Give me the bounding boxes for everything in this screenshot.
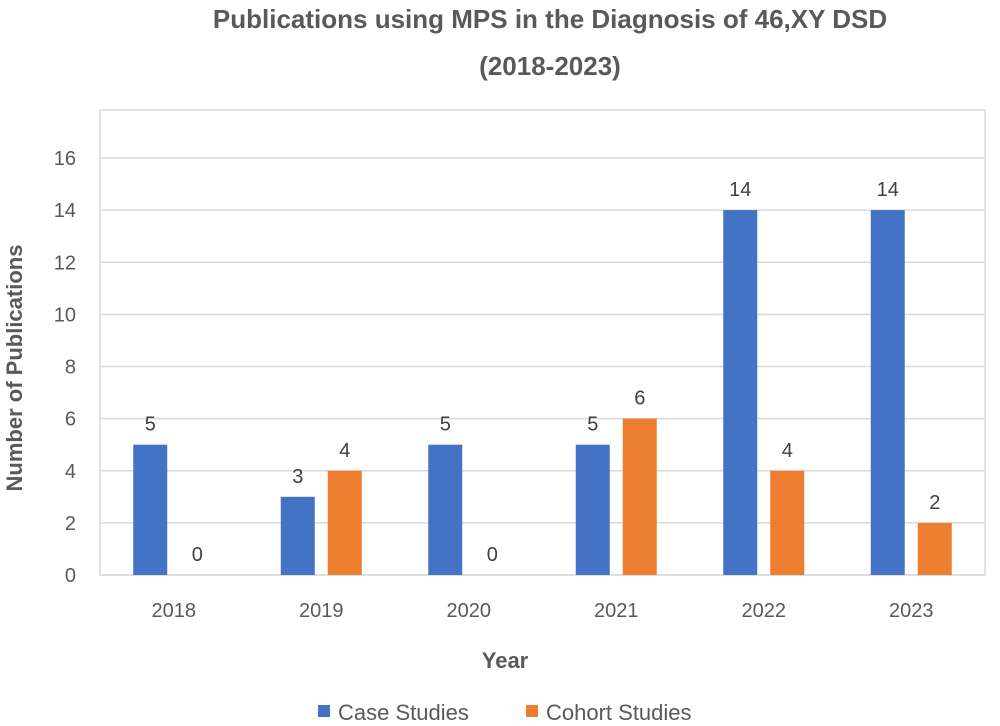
y-axis-title: Number of Publications [2,245,27,492]
bar-case-studies [575,444,610,575]
chart-title: Publications using MPS in the Diagnosis … [213,4,887,34]
data-label: 5 [440,414,451,436]
bar-case-studies [723,210,758,575]
y-tick-label: 16 [54,148,76,170]
data-label: 0 [487,544,498,566]
bars [133,210,952,575]
x-tick-label: 2019 [299,600,344,622]
y-tick-label: 6 [65,409,76,431]
y-tick-label: 4 [65,461,76,483]
y-tick-label: 12 [54,252,76,274]
x-axis-title: Year [482,648,529,673]
y-tick-label: 8 [65,357,76,379]
data-label: 6 [634,388,645,410]
x-tick-label: 2022 [742,600,787,622]
y-tick-label: 10 [54,304,76,326]
x-tick-label: 2021 [594,600,639,622]
data-label: 0 [192,544,203,566]
data-label: 14 [877,179,899,201]
bar-case-studies [133,444,168,575]
data-label: 4 [782,440,793,462]
bar-cohort-studies [622,418,657,575]
y-tick-label: 14 [54,200,76,222]
y-tick-labels: 0 2 4 6 8 10 12 14 16 [54,148,76,587]
legend: Case Studies Cohort Studies [318,700,692,725]
data-label: 2 [929,492,940,514]
bar-case-studies [428,444,463,575]
data-label: 4 [339,440,350,462]
x-tick-label: 2018 [152,600,197,622]
x-tick-labels: 2018 2019 2020 2021 2022 2023 [152,600,934,622]
plot-area [99,109,986,576]
legend-swatch [318,705,330,717]
legend-label: Case Studies [338,700,469,725]
data-labels: 5 0 3 4 5 0 5 6 14 4 14 2 [145,179,941,566]
bar-cohort-studies [917,522,952,575]
y-tick-label: 2 [65,513,76,535]
data-label: 3 [292,466,303,488]
gridlines [100,157,985,576]
x-tick-label: 2020 [447,600,492,622]
chart-subtitle: (2018-2023) [479,51,621,81]
x-tick-label: 2023 [889,600,934,622]
bar-case-studies [870,210,905,575]
data-label: 14 [729,179,751,201]
y-tick-label: 0 [65,565,76,587]
data-label: 5 [145,414,156,436]
data-label: 5 [587,414,598,436]
bar-case-studies [280,496,315,575]
legend-swatch [526,705,538,717]
legend-label: Cohort Studies [546,700,692,725]
bar-cohort-studies [770,470,805,575]
bar-cohort-studies [327,470,362,575]
